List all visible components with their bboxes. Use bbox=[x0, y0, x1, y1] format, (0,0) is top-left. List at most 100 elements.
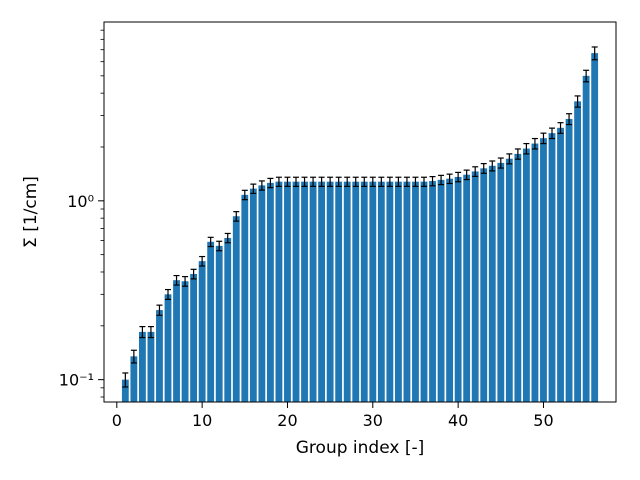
error-bar bbox=[147, 326, 154, 339]
bar bbox=[454, 176, 462, 402]
error-bar bbox=[497, 157, 504, 169]
error-bar bbox=[421, 176, 427, 187]
bar bbox=[505, 158, 513, 402]
bar bbox=[574, 101, 582, 402]
bar bbox=[190, 273, 198, 402]
y-tick-label: 10⁰ bbox=[67, 192, 94, 211]
bar bbox=[318, 181, 326, 402]
bar bbox=[488, 165, 496, 402]
error-bar bbox=[258, 180, 265, 191]
bar bbox=[412, 181, 419, 402]
bar bbox=[522, 148, 530, 402]
error-bar bbox=[352, 176, 359, 187]
error-bar bbox=[216, 240, 223, 252]
bar bbox=[241, 194, 249, 402]
error-bar bbox=[335, 176, 342, 187]
error-bar bbox=[224, 232, 231, 244]
bar bbox=[377, 181, 385, 402]
bar bbox=[335, 181, 343, 402]
error-bar bbox=[480, 163, 487, 174]
error-bar bbox=[190, 268, 197, 280]
error-bar bbox=[301, 176, 308, 187]
error-bar bbox=[275, 176, 282, 187]
bar bbox=[249, 188, 257, 402]
error-bar bbox=[540, 132, 547, 145]
bar bbox=[463, 174, 471, 402]
error-bar bbox=[438, 174, 445, 186]
bar bbox=[514, 153, 522, 402]
error-bar bbox=[267, 177, 274, 189]
bar bbox=[207, 241, 215, 402]
error-bar bbox=[207, 236, 214, 248]
error-bar bbox=[429, 176, 436, 187]
error-bar bbox=[233, 211, 240, 222]
error-bar bbox=[369, 176, 376, 187]
error-bar bbox=[455, 171, 462, 183]
x-tick-label: 0 bbox=[112, 411, 122, 430]
x-tick-label: 30 bbox=[363, 411, 383, 430]
error-bar bbox=[318, 176, 325, 187]
bar bbox=[215, 245, 223, 402]
bar bbox=[540, 138, 547, 402]
bar bbox=[394, 181, 402, 402]
bar bbox=[292, 181, 300, 402]
error-bar bbox=[327, 176, 334, 187]
bar bbox=[181, 281, 189, 402]
x-tick-label: 50 bbox=[533, 411, 553, 430]
bar bbox=[284, 181, 291, 402]
error-bar bbox=[378, 176, 385, 187]
bars-layer bbox=[121, 53, 599, 402]
error-bar bbox=[182, 275, 189, 287]
error-bar bbox=[489, 160, 496, 172]
error-bar bbox=[463, 169, 470, 181]
bar bbox=[266, 182, 274, 402]
bar bbox=[275, 181, 283, 402]
error-bar bbox=[583, 69, 590, 83]
x-axis: 0 10 20 30 40 50 bbox=[112, 402, 554, 430]
error-bar bbox=[514, 148, 521, 160]
bar bbox=[301, 181, 308, 402]
bar bbox=[497, 162, 505, 402]
bar bbox=[232, 216, 240, 402]
error-bar bbox=[523, 142, 530, 155]
error-bar bbox=[506, 153, 513, 165]
error-bar bbox=[165, 288, 171, 301]
bar bbox=[309, 181, 317, 402]
bar bbox=[403, 181, 411, 402]
bar bbox=[582, 75, 590, 402]
bar bbox=[591, 53, 599, 402]
error-bar bbox=[310, 176, 317, 187]
error-bar bbox=[199, 255, 206, 267]
error-bar bbox=[549, 127, 555, 140]
bar bbox=[147, 331, 155, 402]
x-tick-label: 40 bbox=[448, 411, 468, 430]
bar bbox=[446, 178, 454, 402]
y-tick-label: 10⁻¹ bbox=[59, 371, 94, 390]
bar bbox=[164, 294, 172, 402]
error-bar bbox=[344, 176, 351, 187]
error-bar bbox=[284, 176, 291, 187]
error-bar bbox=[412, 176, 419, 187]
error-bar bbox=[403, 176, 410, 187]
error-bar bbox=[446, 173, 453, 185]
x-tick-label: 20 bbox=[277, 411, 297, 430]
bar bbox=[369, 181, 377, 402]
bar bbox=[386, 181, 394, 402]
error-bar bbox=[173, 274, 180, 286]
error-bar bbox=[361, 176, 368, 187]
x-tick-label: 10 bbox=[192, 411, 212, 430]
bar bbox=[258, 185, 266, 402]
bar bbox=[531, 143, 539, 402]
error-bar bbox=[557, 122, 564, 134]
bar bbox=[557, 127, 564, 402]
error-bar bbox=[472, 166, 479, 177]
bar bbox=[565, 118, 573, 402]
bar bbox=[471, 171, 479, 402]
error-bar bbox=[139, 326, 146, 339]
bar bbox=[173, 280, 180, 402]
bar bbox=[352, 181, 360, 402]
x-axis-label: Group index [-] bbox=[296, 438, 424, 458]
error-bar bbox=[574, 95, 581, 108]
